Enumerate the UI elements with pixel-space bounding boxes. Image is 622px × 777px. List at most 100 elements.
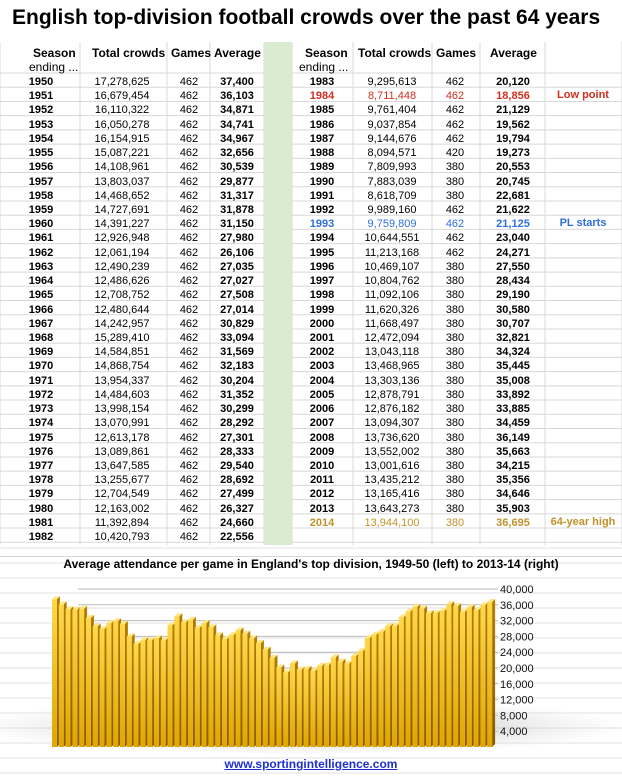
header-total-right: Total crowds [358,46,432,60]
average-cell: 30,707 [496,317,530,330]
games-cell: 462 [179,118,199,131]
bar-top [276,664,285,668]
bar-2005 [426,613,431,747]
games-cell: 462 [179,175,199,188]
games-cell: 380 [445,161,465,174]
games-cell: 462 [179,502,199,515]
average-cell: 33,892 [496,388,530,401]
total-cell: 13,468,965 [364,360,420,373]
games-cell: 462 [445,232,465,245]
bar-top [167,622,176,626]
average-cell: 19,794 [496,132,530,145]
row-note: 64-year high [550,515,616,528]
bar-2001 [398,617,404,747]
total-cell: 8,711,448 [367,90,417,103]
bar-top [58,601,67,605]
season-cell: 2012 [309,488,335,501]
bar-1962 [133,643,139,747]
season-cell: 1965 [28,289,54,302]
total-cell: 12,708,752 [94,289,150,302]
games-cell: 380 [445,516,465,529]
games-cell: 462 [179,388,199,401]
page-title: English top-division football crowds ove… [12,6,601,29]
games-cell: 462 [179,132,199,145]
average-cell: 27,508 [220,289,254,302]
bar-top [140,637,149,641]
bar-top [188,616,196,620]
total-cell: 9,761,404 [367,104,417,117]
average-cell: 18,856 [496,90,530,103]
bar-top [378,628,387,632]
average-cell: 31,878 [220,203,254,216]
total-cell: 12,472,094 [364,331,420,344]
total-cell: 13,435,212 [364,474,420,487]
season-cell: 1995 [309,246,335,259]
season-cell: 2001 [309,331,335,344]
bar-top [371,631,380,635]
bar-1984 [283,672,289,747]
bar-2012 [473,610,479,747]
average-cell: 21,622 [496,203,530,216]
games-cell: 462 [179,459,199,472]
footer-link[interactable]: www.sportingintelligence.com [224,757,398,771]
total-cell: 14,727,691 [94,203,150,216]
total-cell: 12,490,239 [94,260,150,273]
total-cell: 14,108,961 [94,161,150,174]
total-cell: 9,144,676 [367,132,417,145]
bar-top [317,662,326,666]
average-cell: 31,569 [220,346,254,359]
bar-1999 [385,626,391,747]
y-tick-label: 12,000 [500,695,534,707]
season-cell: 2013 [309,502,335,515]
bar-1951 [58,604,64,747]
bar-top [133,640,142,644]
season-cell: 2003 [309,360,335,373]
average-cell: 35,445 [496,360,530,373]
average-cell: 27,301 [220,431,254,444]
games-cell: 462 [179,474,199,487]
total-cell: 8,618,709 [367,189,417,202]
bar-1996 [364,638,370,747]
average-cell: 30,299 [220,403,254,416]
bar-1975 [222,639,227,747]
total-cell: 11,092,106 [364,289,420,302]
games-cell: 462 [179,403,199,416]
average-cell: 31,150 [220,218,254,231]
games-cell: 462 [179,246,199,259]
average-cell: 26,327 [220,502,254,515]
bar-top [351,652,360,656]
season-cell: 1973 [28,403,54,416]
season-cell: 1971 [28,374,54,387]
bar-1957 [99,628,105,747]
games-cell: 380 [445,459,465,472]
total-cell: 13,303,136 [364,374,420,387]
average-cell: 34,967 [220,132,254,145]
bar-1977 [235,630,241,747]
total-cell: 12,876,182 [364,403,420,416]
bar-2003 [412,606,418,747]
bar-top [303,665,312,669]
bar-1953 [72,609,78,747]
bar-1965 [154,638,159,747]
games-cell: 380 [445,403,465,416]
total-cell: 10,644,551 [364,232,420,245]
bar-1997 [371,634,377,747]
season-cell: 1976 [28,445,54,458]
total-cell: 8,094,571 [367,147,417,160]
season-cell: 1969 [28,346,54,359]
attendance-bar-chart: 40,000 36,000 32,000 28,000 24,000 20,000 16,0… [0,584,622,755]
average-cell: 37,400 [220,76,254,88]
average-cell: 34,646 [496,488,530,501]
bar-top [405,608,414,612]
y-tick-label: 40,000 [500,584,534,596]
bar-top [242,630,251,634]
games-cell: 462 [445,76,465,88]
season-cell: 1959 [28,203,54,216]
games-cell: 380 [445,445,465,458]
season-cell: 2006 [309,403,335,416]
header-total-left: Total crowds [92,46,166,60]
total-cell: 11,213,168 [364,246,420,259]
average-cell: 20,120 [496,76,530,88]
header-games-left: Games [171,46,212,60]
season-cell: 1997 [309,275,335,288]
